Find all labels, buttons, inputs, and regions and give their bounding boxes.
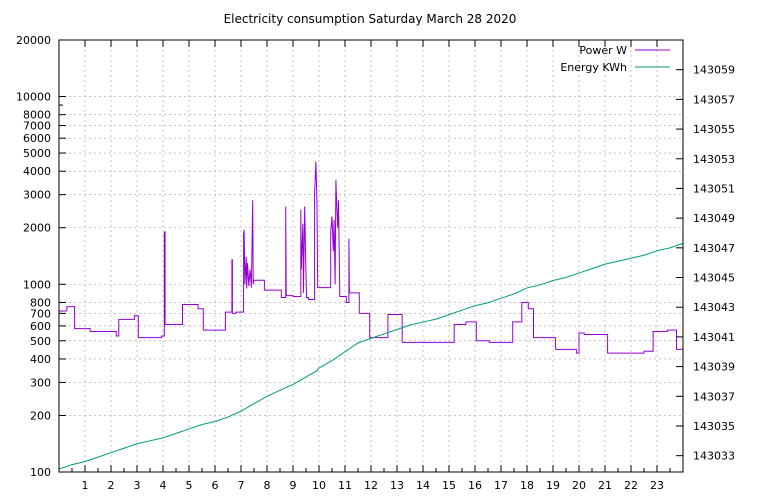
left-tick-label: 6000 <box>23 132 51 145</box>
x-tick-label: 8 <box>264 479 271 492</box>
left-tick-label: 8000 <box>23 109 51 122</box>
energy-series-line <box>58 242 684 470</box>
right-tick-label: 143047 <box>693 242 735 255</box>
right-tick-label: 143051 <box>693 182 735 195</box>
right-tick-label: 143057 <box>693 93 735 106</box>
x-tick-label: 3 <box>134 479 141 492</box>
left-tick-label: 100 <box>30 466 51 479</box>
left-tick-label: 500 <box>30 335 51 348</box>
x-tick-label: 22 <box>624 479 638 492</box>
series-layer <box>58 161 684 470</box>
x-tick-label: 10 <box>312 479 326 492</box>
legend: Power W Energy KWh <box>560 44 670 74</box>
x-tick-label: 9 <box>290 479 297 492</box>
right-axis: 143033 143035 143037 143039 143041 143043 1430… <box>676 64 735 463</box>
right-tick-label: 143059 <box>693 64 735 77</box>
x-tick-label: 20 <box>572 479 586 492</box>
right-tick-label: 143045 <box>693 272 735 285</box>
x-tick-label: 4 <box>160 479 167 492</box>
x-tick-label: 6 <box>212 479 219 492</box>
left-tick-label: 1000 <box>23 278 51 291</box>
x-tick-label: 21 <box>598 479 612 492</box>
right-tick-label: 143033 <box>693 450 735 463</box>
x-tick-label: 11 <box>338 479 352 492</box>
grid <box>59 40 683 472</box>
x-tick-label: 14 <box>416 479 430 492</box>
left-tick-label: 10000 <box>16 91 51 104</box>
x-tick-label: 7 <box>238 479 245 492</box>
left-tick-label: 200 <box>30 409 51 422</box>
left-tick-label: 5000 <box>23 147 51 160</box>
left-tick-label: 600 <box>30 320 51 333</box>
right-tick-label: 143053 <box>693 153 735 166</box>
x-tick-label: 12 <box>364 479 378 492</box>
left-tick-label: 300 <box>30 376 51 389</box>
chart-title: Electricity consumption Saturday March 2… <box>224 12 517 26</box>
x-tick-label: 15 <box>442 479 456 492</box>
right-tick-label: 143037 <box>693 390 735 403</box>
left-tick-label: 400 <box>30 353 51 366</box>
x-tick-label: 13 <box>390 479 404 492</box>
left-tick-label: 700 <box>30 307 51 320</box>
right-tick-label: 143043 <box>693 301 735 314</box>
left-tick-label: 4000 <box>23 165 51 178</box>
right-tick-label: 143039 <box>693 361 735 374</box>
right-tick-label: 143055 <box>693 123 735 136</box>
x-tick-label: 16 <box>468 479 482 492</box>
x-tick-label: 19 <box>546 479 560 492</box>
right-tick-label: 143041 <box>693 331 735 344</box>
legend-label: Power W <box>579 44 627 57</box>
left-tick-label: 2000 <box>23 222 51 235</box>
legend-label: Energy KWh <box>560 61 627 74</box>
x-axis: 1 2 3 4 5 6 7 8 9 10 11 12 13 14 15 16 17 18 19 20 21 22 23 <box>71 40 671 492</box>
power-series-line <box>59 161 683 354</box>
x-tick-label: 2 <box>108 479 115 492</box>
x-tick-label: 1 <box>82 479 89 492</box>
x-tick-label: 5 <box>186 479 193 492</box>
x-tick-label: 18 <box>520 479 534 492</box>
right-tick-label: 143049 <box>693 212 735 225</box>
x-tick-label: 17 <box>494 479 508 492</box>
left-tick-label: 20000 <box>16 34 51 47</box>
left-tick-label: 800 <box>30 296 51 309</box>
left-tick-label: 3000 <box>23 189 51 202</box>
left-tick-label: 7000 <box>23 120 51 133</box>
right-tick-label: 143035 <box>693 420 735 433</box>
x-tick-label: 23 <box>650 479 664 492</box>
